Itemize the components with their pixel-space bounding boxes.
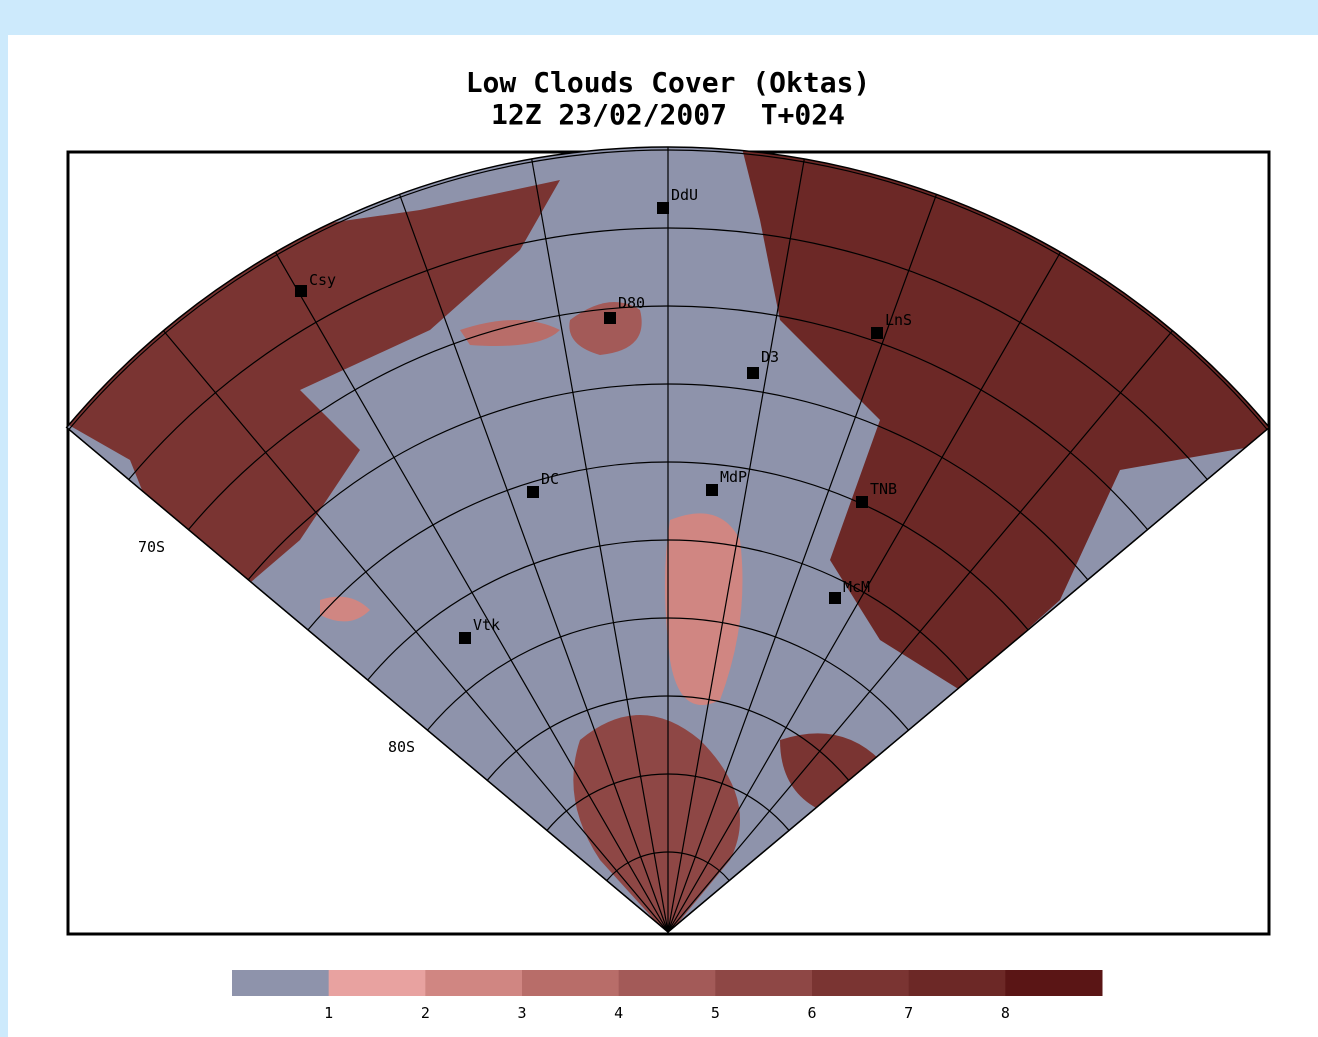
station-label: LnS [885,311,912,329]
station-marker [747,367,759,379]
colorbar-swatch [232,970,329,996]
colorbar-swatch [329,970,426,996]
colorbar-tick-label: 2 [421,1004,430,1022]
colorbar-tick-label: 7 [904,1004,913,1022]
colorbar-swatch [909,970,1006,996]
station-marker [706,484,718,496]
station-marker [295,285,307,297]
station-label: DC [541,470,559,488]
colorbar-swatch [1005,970,1102,996]
station-label: TNB [870,480,897,498]
colorbar-tick-label: 8 [1001,1004,1010,1022]
colorbar-swatch [715,970,812,996]
colorbar: 1 2 3 4 5 6 7 8 [232,970,1103,1022]
map: Low Clouds Cover (Oktas) 12Z 23/02/2007 … [0,0,1318,1037]
latitude-label: 80S [388,738,415,756]
station-label: McM [843,578,870,596]
station-marker [527,486,539,498]
colorbar-tick-label: 1 [324,1004,333,1022]
colorbar-tick-label: 4 [614,1004,623,1022]
station-label: Csy [309,271,336,289]
station-label: DdU [671,186,698,204]
station-marker [871,327,883,339]
station-label: D3 [761,348,779,366]
colorbar-tick-label: 3 [517,1004,526,1022]
colorbar-tick-label: 5 [711,1004,720,1022]
colorbar-swatch [812,970,909,996]
station-marker [604,312,616,324]
station-label: MdP [720,468,747,486]
station-marker [856,496,868,508]
latitude-label: 70S [138,538,165,556]
station-marker [459,632,471,644]
station-label: Vtk [473,616,500,634]
colorbar-swatch [619,970,716,996]
station-label: D80 [618,294,645,312]
colorbar-swatch [522,970,619,996]
page: {"title": "Low Clouds Cover (Oktas)", "s… [0,0,1318,1037]
station-marker [657,202,669,214]
station-marker [829,592,841,604]
subtitle: 12Z 23/02/2007 T+024 [491,98,845,131]
colorbar-tick-label: 6 [807,1004,816,1022]
title: Low Clouds Cover (Oktas) [466,66,871,99]
colorbar-swatch [425,970,522,996]
